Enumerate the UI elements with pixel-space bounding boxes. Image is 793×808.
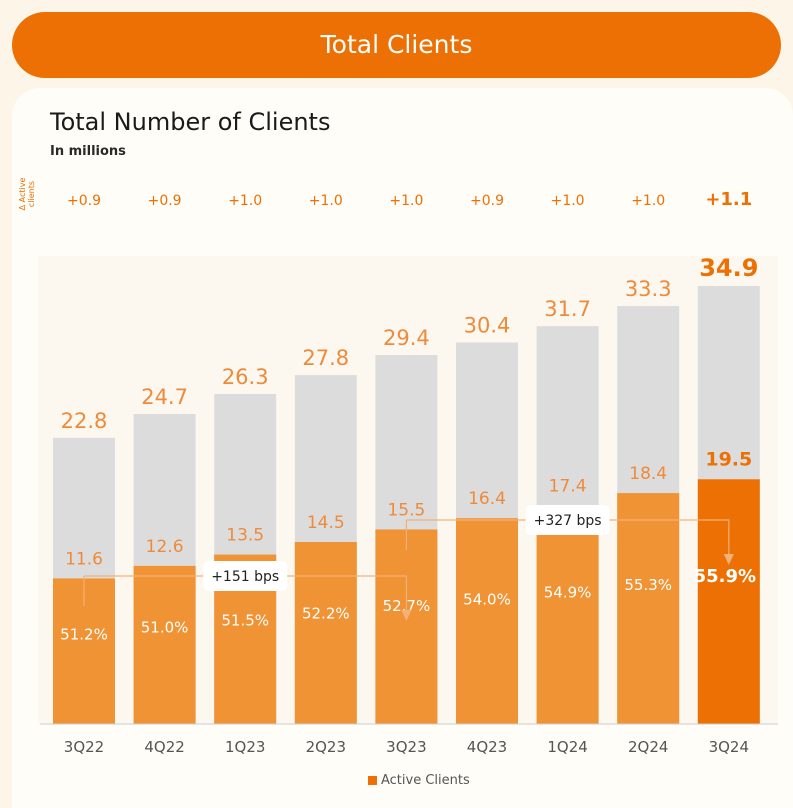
active-value-label: 14.5 bbox=[307, 513, 345, 533]
category-label: 3Q24 bbox=[709, 738, 749, 756]
active-bar bbox=[133, 565, 196, 724]
active-value-label: 16.4 bbox=[468, 489, 506, 509]
category-label: 3Q22 bbox=[64, 738, 104, 756]
total-value-label: 29.4 bbox=[383, 326, 430, 350]
active-value-label: 18.4 bbox=[629, 464, 667, 484]
category-label: 4Q22 bbox=[144, 738, 184, 756]
total-value-label: 26.3 bbox=[222, 365, 269, 389]
delta-label: +1.0 bbox=[228, 193, 262, 209]
total-value-label: 34.9 bbox=[699, 254, 758, 282]
annotation-327bps-arrowhead bbox=[723, 554, 734, 565]
delta-label: +0.9 bbox=[67, 193, 101, 209]
active-value-label: 13.5 bbox=[226, 526, 264, 546]
title-banner: Total Clients bbox=[12, 12, 781, 78]
active-bar bbox=[375, 529, 438, 724]
delta-label: +1.0 bbox=[631, 193, 665, 209]
active-bar bbox=[697, 479, 760, 724]
active-value-label: 17.4 bbox=[549, 477, 587, 497]
delta-label: +0.9 bbox=[148, 193, 182, 209]
annotation-151bps-connector bbox=[84, 575, 407, 616]
category-label: 1Q23 bbox=[225, 738, 265, 756]
total-value-label: 22.8 bbox=[61, 409, 108, 433]
active-value-label: 12.6 bbox=[146, 537, 184, 557]
category-label: 3Q23 bbox=[386, 738, 426, 756]
active-share-label: 51.2% bbox=[60, 626, 108, 644]
category-label: 2Q23 bbox=[306, 738, 346, 756]
annotation-151bps-label: +151 bps bbox=[211, 569, 279, 585]
chart-subtitle: In millions bbox=[50, 144, 126, 159]
legend: Active Clients bbox=[368, 773, 470, 788]
legend-label: Active Clients bbox=[381, 773, 470, 788]
total-value-label: 31.7 bbox=[544, 297, 591, 321]
active-bar bbox=[294, 542, 357, 724]
active-bar bbox=[456, 518, 518, 724]
category-label: 4Q23 bbox=[467, 738, 507, 756]
active-value-label: 15.5 bbox=[387, 500, 425, 520]
active-bar bbox=[536, 505, 599, 724]
active-share-label: 55.3% bbox=[624, 576, 672, 594]
active-share-label: 51.5% bbox=[221, 612, 269, 630]
annotation-327bps-label: +327 bps bbox=[534, 513, 602, 529]
delta-label: +1.0 bbox=[389, 193, 423, 209]
active-share-label: 54.9% bbox=[544, 583, 592, 601]
delta-label: +1.1 bbox=[705, 189, 752, 210]
active-value-label: 19.5 bbox=[705, 448, 752, 470]
chart-title: Total Number of Clients bbox=[50, 108, 331, 136]
active-share-label: 54.0% bbox=[463, 591, 511, 609]
category-label: 2Q24 bbox=[628, 738, 668, 756]
legend-swatch bbox=[368, 776, 377, 785]
delta-label: +1.0 bbox=[551, 193, 585, 209]
total-value-label: 27.8 bbox=[302, 346, 349, 370]
annotation-151bps-label-box bbox=[203, 561, 288, 591]
delta-label: +1.0 bbox=[309, 193, 343, 209]
total-value-label: 33.3 bbox=[625, 277, 672, 301]
active-bar bbox=[617, 493, 680, 724]
total-value-label: 24.7 bbox=[141, 385, 188, 409]
annotation-151bps-arrowhead bbox=[401, 610, 412, 621]
total-value-label: 30.4 bbox=[464, 313, 511, 337]
annotation-327bps-label-box bbox=[525, 505, 610, 535]
category-label: 1Q24 bbox=[547, 738, 587, 756]
delta-label: +0.9 bbox=[470, 193, 504, 209]
active-share-label: 51.0% bbox=[141, 618, 189, 636]
active-share-label: 55.9% bbox=[694, 566, 756, 587]
active-value-label: 11.6 bbox=[65, 549, 103, 569]
annotation-327bps-connector bbox=[406, 519, 730, 560]
active-share-label: 52.2% bbox=[302, 604, 350, 622]
